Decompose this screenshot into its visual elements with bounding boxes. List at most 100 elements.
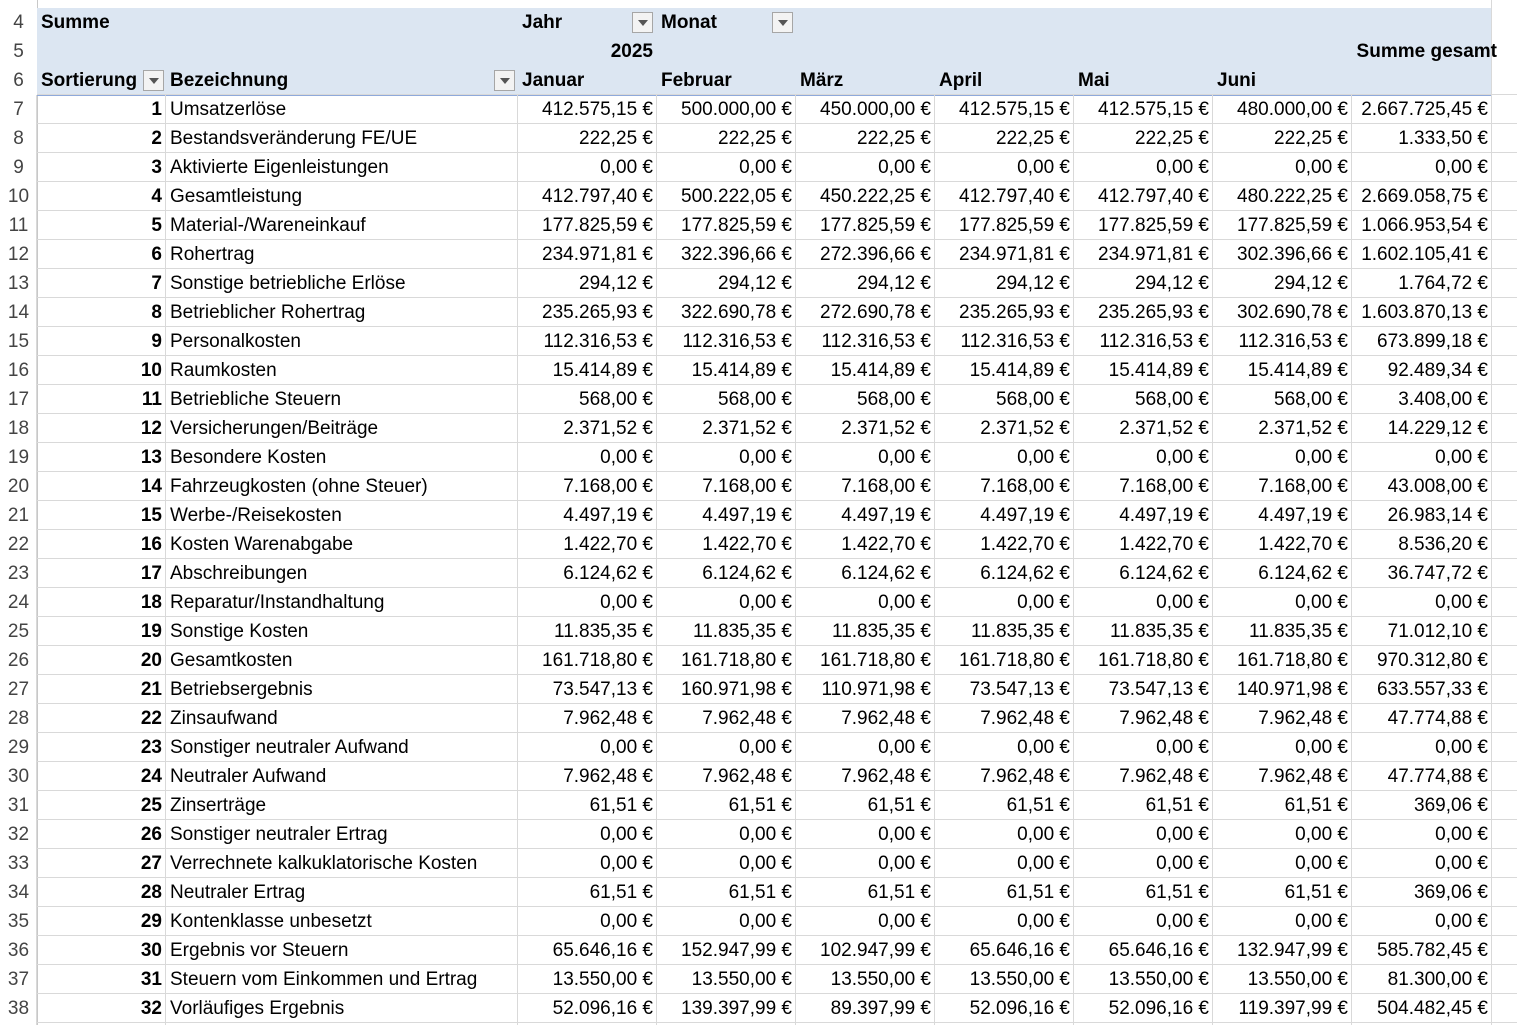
grid-line [37, 442, 1517, 443]
sort-cell: 5 [151, 215, 162, 236]
row-number: 36 [7, 940, 30, 961]
value-cell: 7.168,00 € [702, 476, 792, 497]
value-cell: 0,00 € [600, 824, 653, 845]
sort-cell: 26 [140, 824, 162, 845]
sort-cell: 23 [140, 737, 162, 758]
value-cell: 0,00 € [1295, 157, 1348, 178]
label-cell: Betriebliche Steuern [170, 389, 342, 410]
filter-dropdown[interactable] [494, 70, 515, 91]
total-cell: 26.983,14 € [1387, 505, 1488, 526]
value-cell: 7.962,48 € [841, 766, 931, 787]
grid-line [37, 790, 1517, 791]
value-cell: 2.371,52 € [841, 418, 931, 439]
row-number: 5 [13, 41, 24, 62]
value-cell: 61,51 € [1006, 882, 1070, 903]
label-cell: Fahrzeugkosten (ohne Steuer) [170, 476, 428, 497]
value-cell: 222,25 € [718, 128, 792, 149]
field-header: Jahr [522, 12, 563, 33]
total-cell: 8.536,20 € [1398, 534, 1488, 555]
total-cell: 81.300,00 € [1387, 969, 1488, 990]
grid-line [37, 645, 1517, 646]
label-cell: Ergebnis vor Steuern [170, 940, 349, 961]
value-cell: 2.371,52 € [1119, 418, 1209, 439]
value-cell: 112.316,53 € [543, 331, 653, 352]
filter-dropdown[interactable] [143, 70, 164, 91]
sort-cell: 16 [140, 534, 162, 555]
label-cell: Steuern vom Einkommen und Ertrag [170, 969, 478, 990]
row-number: 34 [7, 882, 30, 903]
value-cell: 2.371,52 € [563, 418, 653, 439]
filter-dropdown[interactable] [632, 12, 653, 33]
label-cell: Kontenklasse unbesetzt [170, 911, 372, 932]
sort-cell: 17 [140, 563, 162, 584]
sort-cell: 15 [140, 505, 162, 526]
total-cell: 2.669.058,75 € [1361, 186, 1488, 207]
value-cell: 13.550,00 € [1108, 969, 1209, 990]
row-number: 37 [7, 969, 30, 990]
values-label: Summe [41, 12, 110, 33]
value-cell: 65.646,16 € [969, 940, 1070, 961]
value-cell: 322.396,66 € [681, 244, 792, 265]
value-cell: 132.947,99 € [1237, 940, 1348, 961]
value-cell: 0,00 € [878, 157, 931, 178]
value-cell: 112.316,53 € [821, 331, 931, 352]
value-cell: 0,00 € [1017, 853, 1070, 874]
label-cell: Betrieblicher Rohertrag [170, 302, 366, 323]
value-cell: 11.835,35 € [1249, 621, 1348, 642]
label-cell: Neutraler Aufwand [170, 766, 327, 787]
value-cell: 13.550,00 € [552, 969, 653, 990]
value-cell: 177.825,59 € [820, 215, 931, 236]
month-header: April [939, 70, 983, 91]
value-cell: 177.825,59 € [1098, 215, 1209, 236]
filter-dropdown[interactable] [772, 12, 793, 33]
sort-cell: 8 [151, 302, 162, 323]
value-cell: 177.825,59 € [959, 215, 1070, 236]
value-cell: 161.718,80 € [1237, 650, 1348, 671]
row-number: 33 [7, 853, 30, 874]
label-cell: Zinserträge [170, 795, 267, 816]
value-cell: 177.825,59 € [1237, 215, 1348, 236]
month-header: März [800, 70, 844, 91]
value-cell: 11.835,35 € [1110, 621, 1209, 642]
grid-line [37, 94, 1517, 95]
value-cell: 272.690,78 € [820, 302, 931, 323]
label-cell: Rohertrag [170, 244, 255, 265]
grid-line [37, 1022, 1517, 1023]
sort-cell: 21 [140, 679, 162, 700]
total-cell: 369,06 € [1414, 882, 1488, 903]
grid-line [37, 616, 1517, 617]
value-cell: 0,00 € [1156, 911, 1209, 932]
value-cell: 65.646,16 € [552, 940, 653, 961]
value-cell: 61,51 € [1006, 795, 1070, 816]
grid-line [165, 95, 166, 1025]
row-number: 9 [13, 157, 24, 178]
value-cell: 0,00 € [878, 592, 931, 613]
sort-cell: 1 [151, 99, 162, 120]
value-cell: 412.797,40 € [1098, 186, 1209, 207]
value-cell: 412.797,40 € [542, 186, 653, 207]
grid-line [37, 123, 1517, 124]
row-number: 35 [7, 911, 30, 932]
row-number: 12 [7, 244, 30, 265]
value-cell: 13.550,00 € [830, 969, 931, 990]
value-cell: 500.000,00 € [681, 99, 792, 120]
value-cell: 161.718,80 € [1098, 650, 1209, 671]
total-cell: 970.312,80 € [1377, 650, 1488, 671]
value-cell: 0,00 € [878, 853, 931, 874]
value-cell: 235.265,93 € [542, 302, 653, 323]
sort-cell: 20 [140, 650, 162, 671]
total-cell: 1.764,72 € [1398, 273, 1488, 294]
value-cell: 234.971,81 € [1098, 244, 1209, 265]
row-number: 17 [7, 389, 30, 410]
row-number: 28 [7, 708, 30, 729]
value-cell: 7.168,00 € [841, 476, 931, 497]
sort-cell: 18 [140, 592, 162, 613]
value-cell: 0,00 € [739, 447, 792, 468]
row-number: 25 [7, 621, 30, 642]
value-cell: 11.835,35 € [554, 621, 653, 642]
sort-cell: 19 [140, 621, 162, 642]
row-number: 38 [7, 998, 30, 1019]
row-number: 27 [7, 679, 30, 700]
row-number: 16 [7, 360, 30, 381]
row-number: 26 [7, 650, 30, 671]
